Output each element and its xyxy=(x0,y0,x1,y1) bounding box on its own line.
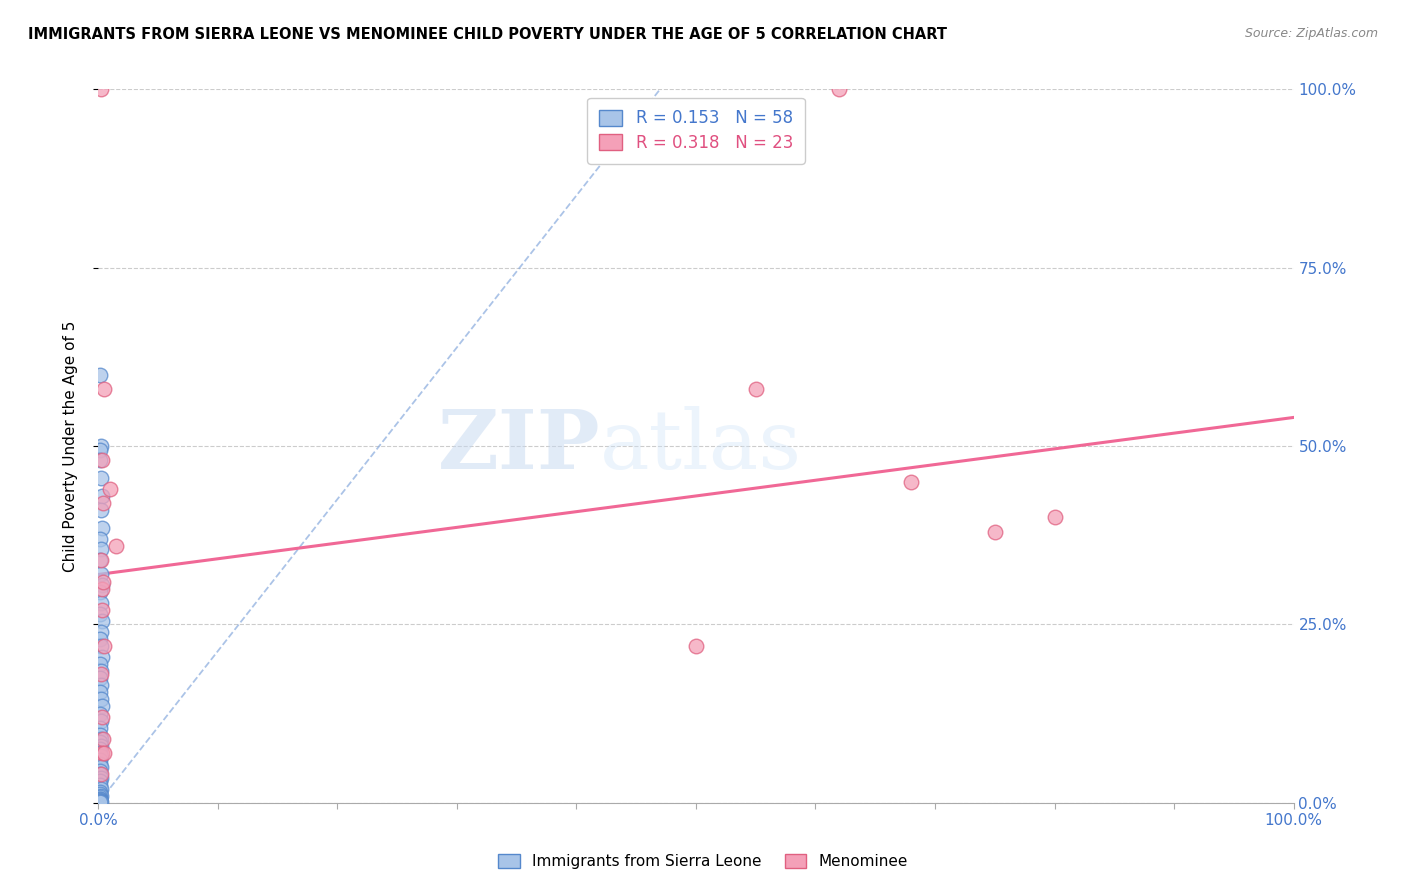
Point xyxy=(90,596,112,610)
Point xyxy=(93,746,115,760)
Point xyxy=(90,781,112,796)
Point xyxy=(89,746,111,760)
Point xyxy=(89,790,111,805)
Point xyxy=(90,789,112,803)
Point xyxy=(91,710,114,724)
Text: IMMIGRANTS FROM SIERRA LEONE VS MENOMINEE CHILD POVERTY UNDER THE AGE OF 5 CORRE: IMMIGRANTS FROM SIERRA LEONE VS MENOMINE… xyxy=(28,27,948,42)
Point xyxy=(91,649,114,664)
Point xyxy=(90,767,112,781)
Point xyxy=(91,614,114,628)
Point xyxy=(89,794,111,808)
Point xyxy=(89,778,111,792)
Point xyxy=(91,489,114,503)
Point xyxy=(90,567,112,582)
Point xyxy=(89,585,111,599)
Point xyxy=(89,756,111,771)
Point xyxy=(89,453,111,467)
Text: Source: ZipAtlas.com: Source: ZipAtlas.com xyxy=(1244,27,1378,40)
Point xyxy=(89,671,111,685)
Point xyxy=(89,792,111,806)
Legend: R = 0.153   N = 58, R = 0.318   N = 23: R = 0.153 N = 58, R = 0.318 N = 23 xyxy=(588,97,804,163)
Text: ZIP: ZIP xyxy=(437,406,600,486)
Y-axis label: Child Poverty Under the Age of 5: Child Poverty Under the Age of 5 xyxy=(63,320,77,572)
Point xyxy=(90,624,112,639)
Point xyxy=(89,794,111,808)
Point xyxy=(828,82,851,96)
Point xyxy=(90,82,112,96)
Point xyxy=(89,742,111,756)
Point xyxy=(1043,510,1066,524)
Point xyxy=(98,482,122,496)
Point xyxy=(89,791,111,805)
Point xyxy=(91,603,114,617)
Point xyxy=(91,453,114,467)
Point xyxy=(900,475,922,489)
Point xyxy=(89,553,111,567)
Point xyxy=(90,749,112,764)
Point xyxy=(90,503,112,517)
Legend: Immigrants from Sierra Leone, Menominee: Immigrants from Sierra Leone, Menominee xyxy=(492,848,914,875)
Point xyxy=(89,728,111,742)
Point xyxy=(90,667,112,681)
Point xyxy=(90,795,112,809)
Point xyxy=(91,496,114,510)
Point xyxy=(93,639,115,653)
Point xyxy=(89,795,111,809)
Point xyxy=(91,521,114,535)
Point xyxy=(984,524,1007,539)
Point xyxy=(91,746,114,760)
Point xyxy=(90,664,112,678)
Point xyxy=(89,368,111,382)
Point xyxy=(745,382,768,396)
Point xyxy=(90,471,112,485)
Text: atlas: atlas xyxy=(600,406,803,486)
Point xyxy=(89,735,111,749)
Point xyxy=(89,685,111,699)
Point xyxy=(90,739,112,753)
Point xyxy=(89,721,111,735)
Point xyxy=(90,553,112,567)
Point xyxy=(90,714,112,728)
Point xyxy=(89,785,111,799)
Point xyxy=(105,539,128,553)
Point xyxy=(89,532,111,546)
Point xyxy=(90,439,112,453)
Point xyxy=(89,632,111,646)
Point xyxy=(90,771,112,785)
Point xyxy=(90,542,112,557)
Point xyxy=(91,574,114,589)
Point xyxy=(89,774,111,789)
Point xyxy=(90,731,112,746)
Point xyxy=(90,639,112,653)
Point xyxy=(89,607,111,621)
Point xyxy=(91,731,114,746)
Point xyxy=(89,706,111,721)
Point xyxy=(89,764,111,778)
Point xyxy=(91,578,114,592)
Point xyxy=(89,753,111,767)
Point xyxy=(90,678,112,692)
Point xyxy=(89,767,111,781)
Point xyxy=(89,787,111,801)
Point xyxy=(89,657,111,671)
Point xyxy=(89,442,111,457)
Point xyxy=(93,382,115,396)
Point xyxy=(91,699,114,714)
Point xyxy=(90,760,112,774)
Point xyxy=(685,639,707,653)
Point xyxy=(91,582,114,596)
Point xyxy=(90,692,112,706)
Point xyxy=(89,793,111,807)
